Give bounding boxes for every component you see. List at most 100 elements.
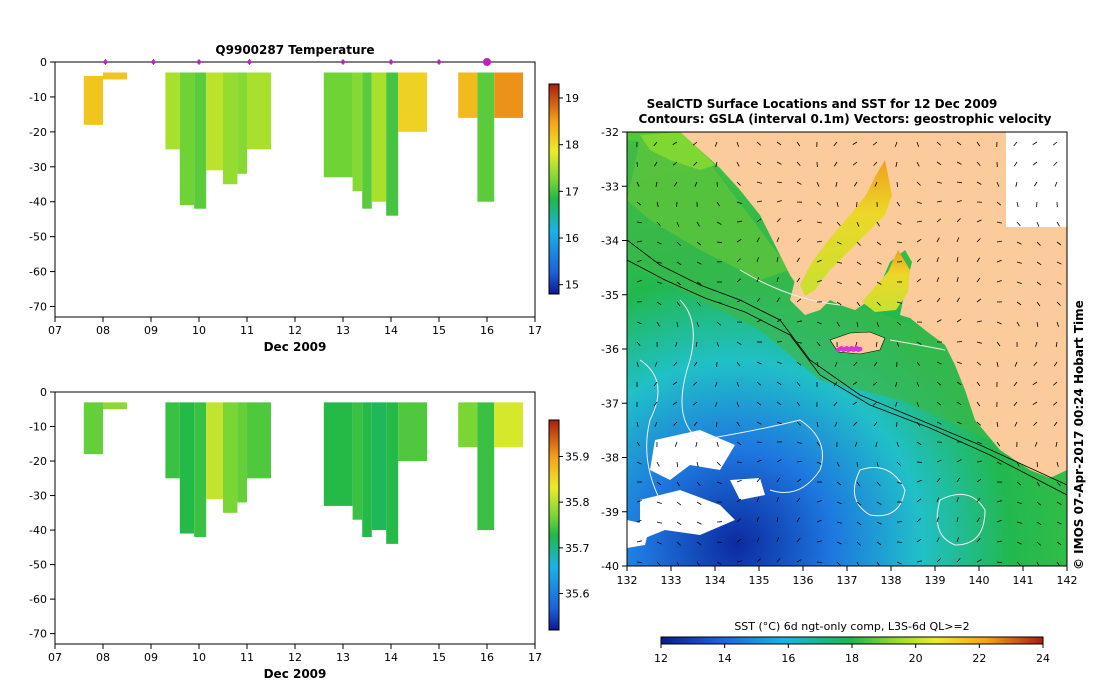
velocity-vector (696, 481, 701, 487)
velocity-vector (896, 441, 899, 447)
y-tick-label: -60 (29, 266, 47, 279)
y-tick-label: -50 (29, 231, 47, 244)
velocity-vector (852, 141, 858, 145)
velocity-vector (936, 257, 939, 263)
velocity-vector (856, 541, 861, 546)
profile-column (323, 72, 353, 178)
velocity-vector (873, 161, 878, 166)
velocity-vector (816, 441, 821, 447)
profile-column (477, 72, 495, 202)
velocity-vector (715, 381, 718, 387)
velocity-vector (796, 460, 802, 463)
velocity-vector (996, 240, 1002, 243)
velocity-vector (636, 259, 642, 263)
velocity-vector (836, 521, 842, 524)
map-y-tick-label: -34 (601, 235, 619, 248)
velocity-vector (714, 141, 718, 147)
y-tick-label: -10 (29, 91, 47, 104)
map-y-axis: -32 -33 -34 -35 -36 -37 -38 -39 -40 (601, 126, 627, 573)
velocity-vector (816, 540, 822, 543)
velocity-vector (816, 519, 822, 523)
velocity-vector (715, 161, 718, 167)
velocity-vector (1033, 421, 1038, 426)
velocity-vector (854, 181, 858, 187)
velocity-vector (776, 181, 783, 184)
velocity-vector (676, 261, 682, 266)
velocity-vector (1013, 161, 1018, 167)
velocity-vector (756, 361, 762, 365)
profile-column (362, 72, 372, 209)
profile-column (223, 402, 238, 513)
profile-column (494, 402, 523, 448)
velocity-vector (653, 141, 658, 147)
velocity-vector (896, 301, 902, 304)
profile-column (352, 72, 363, 192)
velocity-vector (1016, 261, 1022, 264)
profile-column (386, 72, 399, 216)
velocity-vector (796, 257, 800, 263)
velocity-vector (676, 221, 680, 227)
cast-markers (103, 58, 491, 66)
velocity-vector (796, 341, 802, 344)
velocity-vector (675, 341, 678, 347)
velocity-vector (836, 461, 840, 467)
velocity-vector (836, 241, 842, 245)
map-subtitle: Contours: GSLA (interval 0.1m) Vectors: … (639, 112, 1052, 126)
velocity-vector (896, 201, 901, 207)
velocity-vector (996, 201, 1002, 206)
cloud-gap (650, 430, 735, 480)
salinity-x-axis: 07 08 09 10 11 12 13 14 15 16 17 (48, 644, 542, 664)
velocity-vector (956, 421, 962, 425)
velocity-vector (996, 181, 1000, 187)
velocity-vector (672, 161, 678, 166)
velocity-vector (796, 181, 802, 185)
velocity-vector (916, 560, 922, 563)
velocity-vector (1056, 461, 1059, 467)
velocity-vector (855, 341, 858, 347)
y-tick-label: 0 (40, 386, 47, 399)
velocity-vector (916, 201, 922, 204)
velocity-vector (916, 278, 922, 283)
velocity-vector (716, 221, 722, 225)
velocity-vector (1036, 221, 1040, 227)
velocity-vector (873, 361, 878, 367)
velocity-vector (936, 361, 942, 365)
bathymetry-contour (627, 259, 1067, 496)
velocity-vector (1056, 301, 1061, 306)
y-tick-label: 0 (40, 56, 47, 69)
velocity-vector (1016, 461, 1020, 467)
velocity-vector (756, 181, 762, 184)
imos-credit: © IMOS 07-Apr-2017 00:24 Hobart Time (1072, 300, 1086, 570)
velocity-vector (736, 278, 742, 283)
velocity-vector (1056, 321, 1060, 327)
velocity-vector (876, 481, 881, 487)
velocity-vector (976, 161, 981, 167)
velocity-vector (956, 237, 960, 243)
velocity-vector (756, 257, 759, 263)
velocity-vector (936, 200, 942, 203)
velocity-vector (852, 381, 858, 386)
velocity-vector (736, 381, 740, 387)
velocity-vector (936, 181, 942, 184)
velocity-vector (636, 341, 641, 347)
velocity-vector (996, 361, 999, 367)
velocity-vector (776, 497, 779, 503)
velocity-vector (776, 459, 782, 463)
velocity-vector (956, 141, 962, 146)
velocity-vector (835, 181, 838, 187)
y-tick-label: -40 (29, 524, 47, 537)
cast-marker-dot (483, 58, 491, 66)
velocity-vector (695, 441, 698, 447)
profile-column (352, 402, 363, 520)
velocity-vector (636, 519, 642, 523)
velocity-vector (736, 239, 742, 243)
velocity-vector (976, 537, 981, 543)
velocity-vector (756, 517, 759, 523)
velocity-vector (756, 401, 762, 406)
y-tick-label: -20 (29, 455, 47, 468)
y-tick-label: -70 (29, 301, 47, 314)
velocity-vector (696, 241, 702, 246)
velocity-vector (1053, 421, 1058, 427)
velocity-vector (736, 518, 741, 523)
velocity-vector (636, 279, 642, 283)
